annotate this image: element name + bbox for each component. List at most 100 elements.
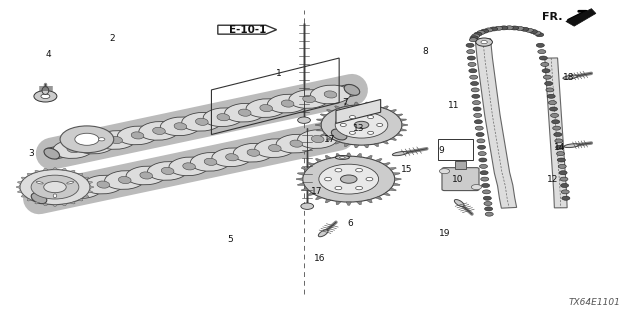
Circle shape xyxy=(470,75,477,79)
Polygon shape xyxy=(393,173,400,175)
Polygon shape xyxy=(393,183,400,186)
Polygon shape xyxy=(301,188,308,191)
Ellipse shape xyxy=(339,157,345,158)
Circle shape xyxy=(556,145,564,149)
Polygon shape xyxy=(17,181,22,184)
Polygon shape xyxy=(396,114,403,117)
Ellipse shape xyxy=(239,109,251,116)
Circle shape xyxy=(538,50,546,54)
Polygon shape xyxy=(218,25,276,34)
Polygon shape xyxy=(320,133,327,136)
Polygon shape xyxy=(374,103,379,107)
Ellipse shape xyxy=(36,181,44,184)
Circle shape xyxy=(500,26,508,30)
Circle shape xyxy=(466,43,474,47)
Circle shape xyxy=(470,36,478,40)
Circle shape xyxy=(559,171,567,175)
Text: 3: 3 xyxy=(28,149,34,158)
Circle shape xyxy=(472,101,481,105)
Polygon shape xyxy=(366,156,372,159)
Polygon shape xyxy=(395,178,401,180)
Circle shape xyxy=(521,27,529,31)
Polygon shape xyxy=(346,202,351,205)
Polygon shape xyxy=(258,102,275,115)
Polygon shape xyxy=(356,201,362,205)
Polygon shape xyxy=(335,106,340,109)
Ellipse shape xyxy=(53,194,57,198)
Polygon shape xyxy=(17,190,22,193)
Text: 1: 1 xyxy=(276,69,282,78)
Polygon shape xyxy=(566,9,596,26)
Circle shape xyxy=(477,145,486,149)
Polygon shape xyxy=(138,169,154,182)
Polygon shape xyxy=(354,102,359,105)
Polygon shape xyxy=(86,138,103,151)
Polygon shape xyxy=(375,196,382,200)
Circle shape xyxy=(474,113,482,117)
Circle shape xyxy=(474,32,482,36)
Circle shape xyxy=(553,126,561,130)
Polygon shape xyxy=(21,177,26,180)
Ellipse shape xyxy=(204,158,217,165)
Circle shape xyxy=(335,186,342,190)
Ellipse shape xyxy=(44,148,60,159)
Polygon shape xyxy=(325,156,331,159)
Circle shape xyxy=(473,107,481,111)
Polygon shape xyxy=(27,173,32,176)
Circle shape xyxy=(377,124,383,126)
Circle shape xyxy=(481,29,489,33)
Circle shape xyxy=(44,181,66,193)
Ellipse shape xyxy=(67,181,74,184)
Circle shape xyxy=(31,175,79,199)
Circle shape xyxy=(483,196,492,200)
Circle shape xyxy=(477,139,485,143)
Polygon shape xyxy=(298,183,305,186)
Polygon shape xyxy=(44,168,49,171)
Ellipse shape xyxy=(298,130,338,148)
Polygon shape xyxy=(159,164,176,177)
Polygon shape xyxy=(298,173,305,175)
Ellipse shape xyxy=(131,132,144,139)
Circle shape xyxy=(511,26,518,30)
Ellipse shape xyxy=(76,186,88,193)
Circle shape xyxy=(367,116,374,119)
Circle shape xyxy=(479,164,488,168)
Circle shape xyxy=(349,131,355,134)
Text: E-10-1: E-10-1 xyxy=(229,25,267,35)
Ellipse shape xyxy=(268,94,308,113)
Circle shape xyxy=(484,207,493,211)
Polygon shape xyxy=(366,199,372,203)
Polygon shape xyxy=(70,202,75,204)
Circle shape xyxy=(467,56,476,60)
Circle shape xyxy=(476,38,492,46)
Text: 8: 8 xyxy=(422,47,428,56)
Polygon shape xyxy=(288,137,305,150)
Ellipse shape xyxy=(182,112,222,131)
Circle shape xyxy=(75,133,99,145)
Polygon shape xyxy=(202,155,219,168)
Ellipse shape xyxy=(61,180,102,198)
Text: 6: 6 xyxy=(348,219,353,228)
Ellipse shape xyxy=(247,149,260,156)
Text: 18: 18 xyxy=(563,73,575,82)
Polygon shape xyxy=(74,183,90,196)
Polygon shape xyxy=(383,106,388,109)
Circle shape xyxy=(366,177,373,181)
Ellipse shape xyxy=(454,200,464,206)
Text: 5: 5 xyxy=(228,235,234,244)
Polygon shape xyxy=(61,204,67,206)
Polygon shape xyxy=(317,119,323,121)
Circle shape xyxy=(476,126,483,130)
Circle shape xyxy=(552,120,559,124)
Polygon shape xyxy=(70,170,75,172)
Circle shape xyxy=(41,94,50,99)
Polygon shape xyxy=(316,196,322,200)
Circle shape xyxy=(469,69,477,73)
Circle shape xyxy=(550,107,557,111)
Text: 14: 14 xyxy=(554,143,565,152)
Ellipse shape xyxy=(96,131,136,149)
Polygon shape xyxy=(237,106,253,119)
Text: 19: 19 xyxy=(439,229,451,238)
Polygon shape xyxy=(181,160,197,173)
Polygon shape xyxy=(129,129,146,142)
